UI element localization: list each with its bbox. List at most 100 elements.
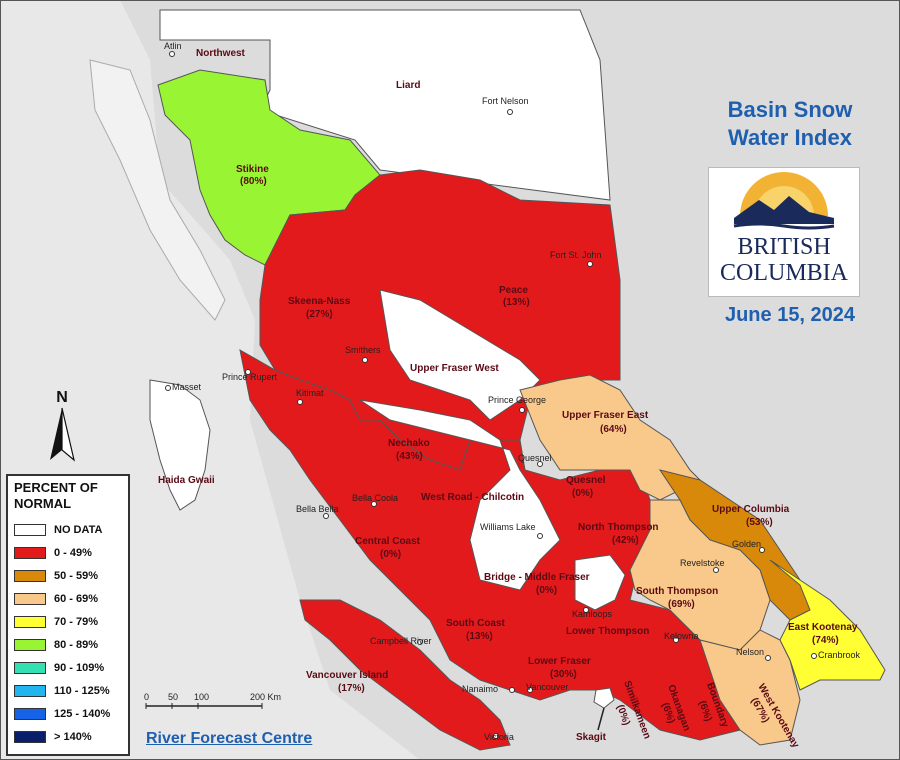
bc-logo: BRITISH COLUMBIA [708,167,860,297]
svg-text:Cranbrook: Cranbrook [818,650,861,660]
river-forecast-centre-link[interactable]: River Forecast Centre [146,730,313,747]
city-kelowna: Kelowna [664,631,699,643]
north-label: N [56,389,68,406]
scale-bar: 0 50 100 200 Km [144,692,281,709]
svg-text:Campbell River: Campbell River [370,636,432,646]
legend-swatch [14,731,46,743]
label-peace: Peace [499,285,528,296]
legend-item: 110 - 125% [14,683,130,699]
label-haida-gwaii: Haida Gwaii [158,475,215,486]
basin-west-kootenay [699,629,801,746]
svg-text:Victoria: Victoria [484,732,514,742]
city-williams-lake: Williams Lake [480,522,543,539]
legend-label: 0 - 49% [54,547,92,559]
label-northwest: Northwest [196,48,246,59]
svg-text:Vancouver: Vancouver [526,682,568,692]
pct-vancouver-island: (17%) [338,683,365,694]
pct-bridge: (0%) [536,585,557,596]
legend-item: 60 - 69% [14,591,130,607]
legend-label: 80 - 89% [54,639,99,651]
label-west-road: West Road - Chilcotin [421,492,524,503]
legend-item: NO DATA [14,522,130,538]
svg-text:Nelson: Nelson [736,647,764,657]
legend-swatch [14,685,46,697]
legend-label: 50 - 59% [54,570,99,582]
north-arrow-icon: N [50,389,75,462]
legend-item: 0 - 49% [14,545,130,561]
city-vancouver: Vancouver [526,682,568,693]
city-kamloops: Kamloops [572,607,613,619]
pct-peace: (13%) [503,297,530,308]
scale-tick-100: 100 [194,692,209,702]
city-fort-st-john: Fort St. John [550,250,602,267]
legend-item: 50 - 59% [14,568,130,584]
pct-north-thompson: (42%) [612,535,639,546]
city-fort-nelson: Fort Nelson [482,96,529,115]
label-upper-fraser-west: Upper Fraser West [410,363,499,374]
basin-skagit-shape [593,687,615,709]
pct-nechako: (43%) [396,451,423,462]
pct-skeena-nass: (27%) [306,309,333,320]
label-lower-fraser: Lower Fraser [528,656,591,667]
legend-label: 90 - 109% [54,662,105,674]
city-victoria: Victoria [484,732,514,742]
label-upper-fraser-east: Upper Fraser East [562,410,649,421]
pct-upper-fraser-east: (64%) [600,424,627,435]
city-nelson: Nelson [736,647,771,661]
svg-text:Kamloops: Kamloops [572,609,613,619]
legend-label: 110 - 125% [54,685,110,697]
logo-text-british: BRITISH [737,234,831,260]
legend-swatch [14,639,46,651]
svg-text:Kitimat: Kitimat [296,388,324,398]
legend-swatch [14,547,46,559]
label-skeena-nass: Skeena-Nass [288,296,351,307]
svg-text:Williams Lake: Williams Lake [480,522,536,532]
city-nanaimo: Nanaimo [462,684,515,694]
svg-text:Smithers: Smithers [345,345,381,355]
pct-upper-columbia: (53%) [746,517,773,528]
city-bella-bella: Bella Bella [296,504,339,519]
svg-text:Kelowna: Kelowna [664,631,699,641]
city-kitimat: Kitimat [296,388,324,405]
label-north-thompson: North Thompson [578,522,659,533]
label-south-coast: South Coast [446,618,506,629]
legend-swatch [14,662,46,674]
city-prince-rupert: Prince Rupert [222,369,278,382]
map-date: June 15, 2024 [724,304,856,326]
svg-text:Masset: Masset [172,382,202,392]
basin-northwest-liard [159,9,611,201]
pct-south-coast: (13%) [466,631,493,642]
legend-swatch [14,708,46,720]
svg-text:Golden: Golden [732,539,761,549]
basin-haida-gwaii [149,379,211,511]
legend-item: 125 - 140% [14,706,130,722]
legend-swatch [14,593,46,605]
pct-central-coast: (0%) [380,549,401,560]
city-revelstoke: Revelstoke [680,558,725,573]
svg-text:Bella Coola: Bella Coola [352,493,398,503]
label-vancouver-island: Vancouver Island [306,670,388,681]
area-no-data-lower-thompson [574,554,626,611]
pct-south-thompson: (69%) [668,599,695,610]
label-quesnel: Quesnel [566,475,606,486]
legend-label: 60 - 69% [54,593,99,605]
city-bella-coola: Bella Coola [352,493,398,507]
city-quesnel: Quesnel [518,453,552,467]
legend: PERCENT OF NORMAL NO DATA 0 - 49% 50 - 59% 6… [6,474,130,756]
svg-text:Fort Nelson: Fort Nelson [482,96,529,106]
label-east-kootenay: East Kootenay [788,622,858,633]
svg-text:Atlin: Atlin [164,41,182,51]
skagit-leader-line [597,707,605,731]
pct-east-kootenay: (74%) [812,635,839,646]
legend-swatch [14,570,46,582]
pct-quesnel: (0%) [572,488,593,499]
label-south-thompson: South Thompson [636,586,718,597]
title-line-1: Basin Snow [727,97,853,122]
svg-text:Nanaimo: Nanaimo [462,684,498,694]
legend-label: 70 - 79% [54,616,99,628]
svg-text:Fort St. John: Fort St. John [550,250,602,260]
basin-east-kootenay [769,559,886,691]
area-no-data-upper-fraser [379,289,541,421]
legend-label: > 140% [54,731,92,743]
scale-tick-200: 200 Km [250,692,281,702]
